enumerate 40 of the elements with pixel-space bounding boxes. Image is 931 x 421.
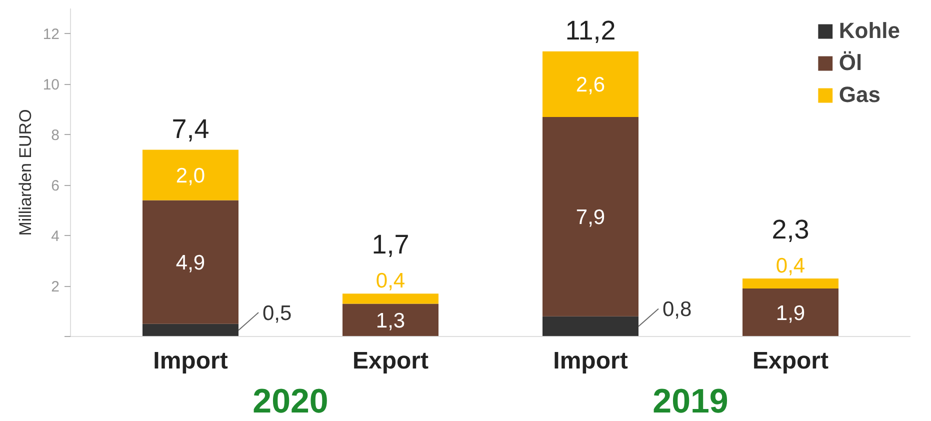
bar [342, 294, 438, 304]
y-tick-label: 6 [51, 178, 60, 195]
data-label: 1,3 [376, 310, 406, 333]
data-label: 2,6 [576, 74, 606, 97]
x-tick-label: Export [752, 348, 829, 374]
total-label: 2,3 [772, 214, 810, 244]
data-label: 0,4 [376, 270, 406, 293]
text: 2020 [252, 382, 328, 420]
bar [142, 150, 238, 200]
data-label: 4,9 [176, 252, 206, 275]
bar [142, 200, 238, 324]
y-axis-title: Milliarden EURO [16, 109, 35, 236]
text: 2019 [652, 382, 728, 420]
bar [542, 316, 638, 336]
data-label: 0,4 [776, 254, 806, 278]
bar [742, 288, 838, 336]
bar [142, 324, 238, 336]
y-tick-label: 8 [51, 127, 60, 144]
x-tick-label: Export [352, 348, 429, 374]
total-label: 1,7 [372, 230, 410, 260]
legend-label: Gas [838, 82, 880, 108]
data-label: 7,9 [576, 206, 606, 230]
bar [342, 304, 438, 336]
data-label: 2,0 [176, 164, 206, 188]
y-tick-label: 10 [42, 76, 60, 94]
bar [542, 116, 638, 316]
bar [542, 51, 638, 117]
y-tick-label: 2 [51, 278, 60, 296]
legend-label: Kohle [838, 18, 900, 44]
data-label: 1,9 [776, 302, 806, 326]
y-tick-label: 4 [51, 228, 60, 246]
y-tick-label: 12 [42, 26, 60, 44]
bar [742, 278, 838, 289]
legend-label: Öl [838, 50, 862, 76]
x-tick-label: Import [553, 348, 628, 374]
data-label: 0,5 [262, 302, 292, 326]
total-label: 11,2 [565, 15, 616, 46]
data-label: 0,8 [662, 298, 692, 322]
total-label: 7,4 [172, 114, 210, 144]
x-tick-label: Import [153, 348, 228, 374]
